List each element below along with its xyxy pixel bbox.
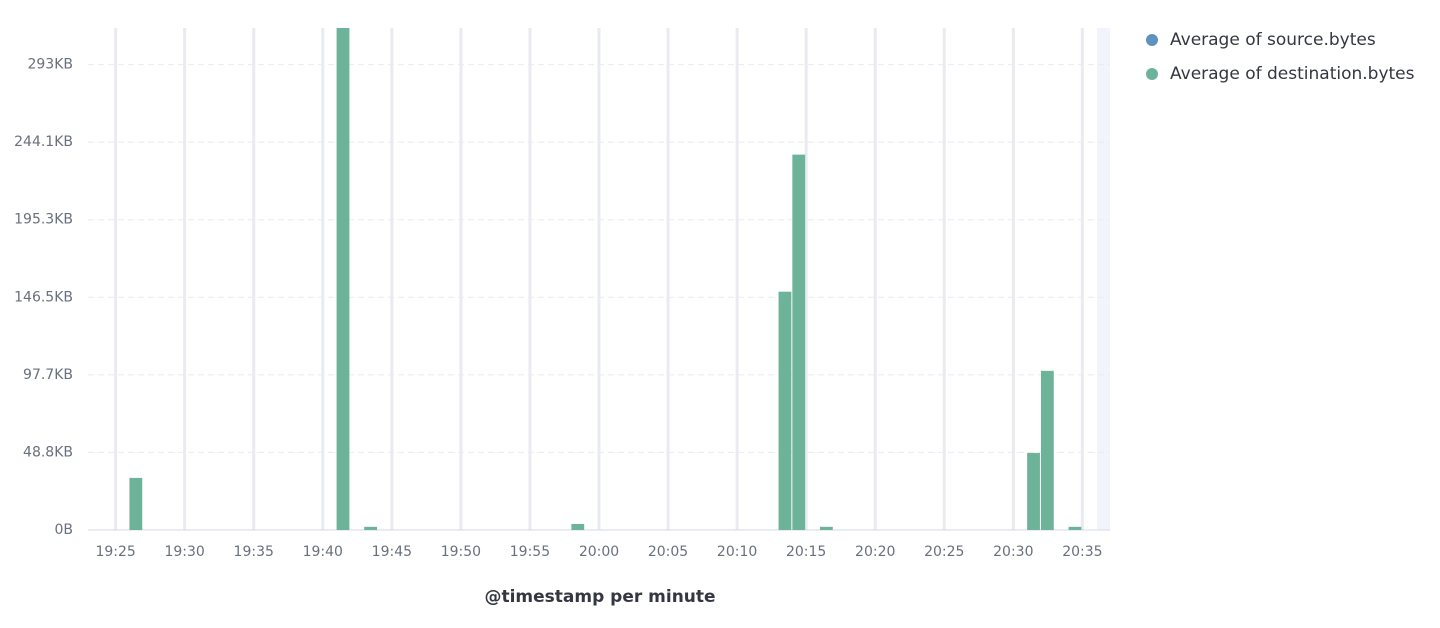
x-tick-label: 20:10	[717, 544, 757, 560]
bars	[129, 28, 1082, 530]
bar	[819, 526, 833, 530]
y-tick-label: 48.8KB	[23, 444, 73, 460]
y-tick-label: 293KB	[27, 57, 73, 73]
x-tick-label: 19:25	[95, 544, 135, 560]
bar	[571, 523, 585, 530]
legend-marker	[1146, 68, 1158, 80]
x-tick-label: 19:35	[234, 544, 274, 560]
y-tick-label: 97.7KB	[23, 367, 73, 383]
bar	[364, 526, 378, 530]
bar	[1040, 370, 1054, 530]
y-tick-label: 146.5KB	[14, 289, 73, 305]
x-tick-label: 19:30	[164, 544, 204, 560]
x-tick-label: 20:25	[924, 544, 964, 560]
x-tick-label: 20:15	[786, 544, 826, 560]
out-of-range-band	[1097, 28, 1110, 530]
x-tick-label: 19:55	[510, 544, 550, 560]
y-tick-label: 195.3KB	[14, 212, 73, 228]
x-tick-label: 20:00	[579, 544, 619, 560]
y-tick-label: 0B	[54, 522, 73, 538]
bar	[336, 28, 350, 530]
bar	[1068, 526, 1082, 530]
x-tick-label: 20:20	[855, 544, 895, 560]
bar	[129, 477, 143, 530]
x-tick-label: 20:30	[993, 544, 1033, 560]
x-tick-label: 19:50	[441, 544, 481, 560]
legend-text[interactable]: Average of destination.bytes	[1170, 64, 1415, 84]
y-tick-label: 244.1KB	[14, 134, 73, 150]
x-tick-label: 19:40	[303, 544, 343, 560]
x-tick-label: 19:45	[372, 544, 412, 560]
legend-marker	[1146, 34, 1158, 46]
x-axis-title: @timestamp per minute	[484, 587, 715, 607]
bar	[778, 291, 792, 530]
x-tick-label: 20:05	[648, 544, 688, 560]
x-tick-label: 20:35	[1062, 544, 1102, 560]
bar	[792, 154, 806, 530]
legend-text[interactable]: Average of source.bytes	[1170, 30, 1376, 50]
bar	[1027, 452, 1040, 530]
